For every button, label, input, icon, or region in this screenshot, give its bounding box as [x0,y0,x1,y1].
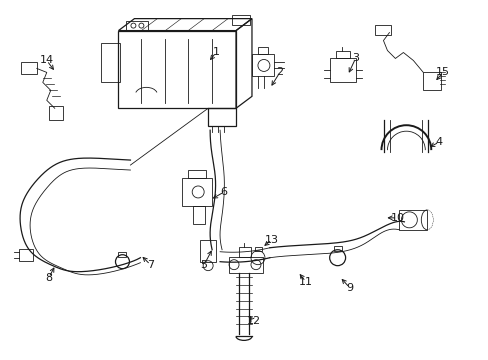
Text: 15: 15 [435,67,449,77]
Bar [19,249,33,261]
Bar [232,15,249,24]
Bar [118,252,126,257]
Text: 3: 3 [351,54,358,63]
Text: 5: 5 [200,260,207,270]
Text: 9: 9 [346,283,352,293]
Bar [375,24,390,35]
Bar [423,72,440,90]
Text: 11: 11 [298,276,312,287]
Bar [21,62,37,75]
Text: 8: 8 [45,273,52,283]
Bar [228,257,263,273]
Bar [258,46,267,54]
Bar [208,108,236,126]
Bar [200,240,216,262]
Text: 4: 4 [435,137,442,147]
Bar [333,246,341,251]
Bar [182,178,212,206]
Bar [193,206,205,224]
Bar [335,50,349,58]
Text: 10: 10 [389,213,404,223]
Bar [126,21,148,31]
Bar [399,210,427,230]
Text: 12: 12 [246,316,261,327]
Bar [254,247,262,251]
Text: 7: 7 [146,260,154,270]
Text: 14: 14 [40,55,54,66]
Text: 13: 13 [264,235,278,245]
Bar [188,170,206,178]
Bar [329,58,355,82]
Text: 2: 2 [276,67,283,77]
Bar [101,42,120,82]
Bar [49,106,62,120]
Text: 6: 6 [220,187,227,197]
Bar [251,54,273,76]
Text: 1: 1 [212,48,219,58]
Bar [239,247,250,257]
